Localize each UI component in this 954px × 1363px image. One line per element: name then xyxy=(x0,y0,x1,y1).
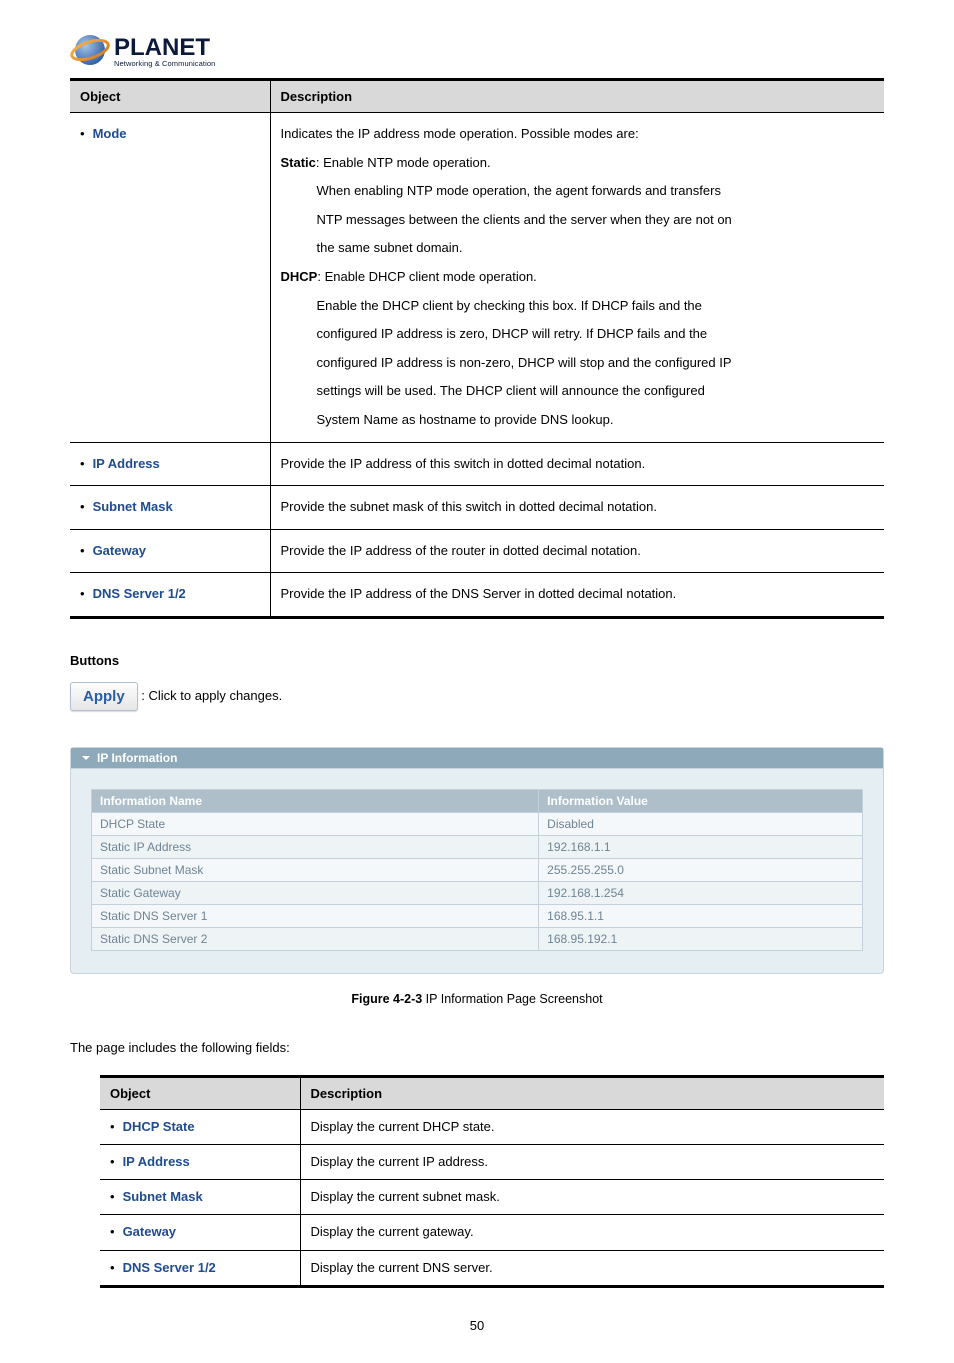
table-header: Object xyxy=(70,80,270,113)
table-row: DHCP StateDisabled xyxy=(92,812,863,835)
object-cell: •DNS Server 1/2 xyxy=(100,1250,300,1286)
description-cell: Indicates the IP address mode operation.… xyxy=(270,113,884,443)
svg-text:Networking & Communication: Networking & Communication xyxy=(114,59,215,68)
figure-label: Figure 4-2-3 xyxy=(351,992,422,1006)
ip-information-panel: IP Information Information Name Informat… xyxy=(70,747,884,974)
description-table-2: Object Description •DHCP StateDisplay th… xyxy=(100,1075,884,1288)
description-cell: Provide the IP address of the DNS Server… xyxy=(270,573,884,618)
description-cell: Display the current DHCP state. xyxy=(300,1109,884,1144)
intro-text: The page includes the following fields: xyxy=(70,1040,884,1055)
table-row: Static DNS Server 2168.95.192.1 xyxy=(92,927,863,950)
table-header: Description xyxy=(300,1076,884,1109)
page-number: 50 xyxy=(70,1318,884,1333)
description-cell: Display the current gateway. xyxy=(300,1215,884,1250)
svg-text:PLANET: PLANET xyxy=(114,34,210,61)
description-cell: Provide the IP address of this switch in… xyxy=(270,442,884,486)
apply-button[interactable]: Apply xyxy=(70,682,138,711)
info-value: 168.95.1.1 xyxy=(539,904,863,927)
apply-description: : Click to apply changes. xyxy=(141,688,282,703)
object-cell: •IP Address xyxy=(100,1145,300,1180)
info-name: Static IP Address xyxy=(92,835,539,858)
description-table-1: Object Description •ModeIndicates the IP… xyxy=(70,78,884,619)
info-value: 192.168.1.254 xyxy=(539,881,863,904)
description-cell: Display the current DNS server. xyxy=(300,1250,884,1286)
object-cell: •Mode xyxy=(70,113,270,443)
info-name: DHCP State xyxy=(92,812,539,835)
info-value: 168.95.192.1 xyxy=(539,927,863,950)
panel-header[interactable]: IP Information xyxy=(71,748,883,769)
info-name: Static DNS Server 2 xyxy=(92,927,539,950)
info-name: Static DNS Server 1 xyxy=(92,904,539,927)
table-header: Object xyxy=(100,1076,300,1109)
table-header: Information Value xyxy=(539,789,863,812)
info-name: Static Subnet Mask xyxy=(92,858,539,881)
description-cell: Provide the subnet mask of this switch i… xyxy=(270,486,884,530)
object-cell: •DHCP State xyxy=(100,1109,300,1144)
table-header: Description xyxy=(270,80,884,113)
chevron-down-icon xyxy=(81,753,91,763)
info-value: Disabled xyxy=(539,812,863,835)
object-cell: •Gateway xyxy=(70,529,270,573)
brand-logo: PLANET Networking & Communication xyxy=(70,28,884,72)
description-cell: Provide the IP address of the router in … xyxy=(270,529,884,573)
figure-caption: Figure 4-2-3 IP Information Page Screens… xyxy=(70,992,884,1006)
table-row: Static IP Address192.168.1.1 xyxy=(92,835,863,858)
table-row: Static DNS Server 1168.95.1.1 xyxy=(92,904,863,927)
ip-info-table: Information Name Information Value DHCP … xyxy=(91,789,863,951)
table-row: Static Subnet Mask255.255.255.0 xyxy=(92,858,863,881)
figure-text: IP Information Page Screenshot xyxy=(422,992,602,1006)
object-cell: •Subnet Mask xyxy=(70,486,270,530)
description-cell: Display the current IP address. xyxy=(300,1145,884,1180)
object-cell: •DNS Server 1/2 xyxy=(70,573,270,618)
info-value: 192.168.1.1 xyxy=(539,835,863,858)
object-cell: •IP Address xyxy=(70,442,270,486)
buttons-heading: Buttons xyxy=(70,653,884,668)
table-header: Information Name xyxy=(92,789,539,812)
table-row: Static Gateway192.168.1.254 xyxy=(92,881,863,904)
info-value: 255.255.255.0 xyxy=(539,858,863,881)
object-cell: •Gateway xyxy=(100,1215,300,1250)
panel-title: IP Information xyxy=(97,751,177,765)
description-cell: Display the current subnet mask. xyxy=(300,1180,884,1215)
info-name: Static Gateway xyxy=(92,881,539,904)
object-cell: •Subnet Mask xyxy=(100,1180,300,1215)
